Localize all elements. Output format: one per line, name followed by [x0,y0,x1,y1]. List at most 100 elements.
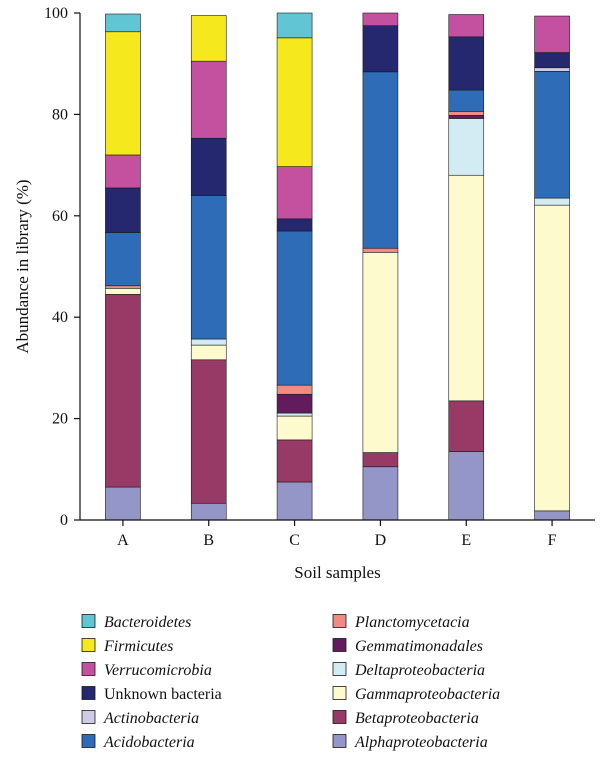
bar-segment [448,400,485,452]
bars-layer [105,12,570,521]
bar-segment [276,384,313,395]
bar-segment [534,197,570,206]
legend-item: Gemmatimonadales [332,638,483,655]
legend-item: Gammaproteobacteria [332,686,500,703]
y-tick-label: 100 [44,5,68,22]
bar-segment [105,232,141,287]
bar-segment [105,294,141,488]
bar-segment [448,89,485,112]
bar-segment [105,486,141,521]
bar-segment [448,14,485,38]
bar-segment [448,451,485,521]
legend-label: Planctomycetacia [354,614,470,631]
bar-segment [534,67,570,72]
legend-swatch [332,662,347,676]
legend-label: Gammaproteobacteria [355,686,500,703]
legend-item: Unknown bacteria [81,686,222,703]
legend-swatch [81,686,96,700]
bar-segment [534,510,570,521]
legend-item: Planctomycetacia [332,614,470,631]
legend-item: Actinobacteria [81,710,199,727]
legend-swatch [81,662,96,676]
legend-swatch [81,638,96,652]
bar-segment [190,338,227,346]
legend-label: Actinobacteria [103,710,199,727]
y-ticks: 0 20 40 60 80 100 [44,5,80,529]
y-tick-label: 80 [52,106,68,123]
x-axis-label: Soil samples [294,563,380,582]
y-tick-label: 20 [52,411,68,428]
legend-item: Acidobacteria [81,734,195,751]
x-tick-label: D [375,532,387,549]
bar-segment [362,25,399,73]
bar-segment [276,37,313,167]
x-tick-label: A [117,532,129,549]
legend-swatch [332,710,347,724]
legend-item: Bacteroidetes [81,614,191,631]
legend-item: Alphaproteobacteria [332,734,488,751]
legend-swatch [81,710,96,724]
bar-segment [190,137,227,196]
legend-label: Betaproteobacteria [355,710,479,727]
bar-segment [534,204,570,512]
legend-label: Acidobacteria [103,734,195,751]
bar-segment [448,36,485,91]
bar-segment [362,247,399,253]
legend-swatch [332,734,347,748]
bar-segment [362,12,399,26]
legend-swatch [81,734,96,748]
bar-segment [276,481,313,521]
bar-segment [190,60,227,139]
y-axis-label: Abundance in library (%) [13,179,32,353]
bar-segment [276,12,313,39]
legend-swatch [81,614,96,628]
bar-segment [105,154,141,189]
x-tick-label: E [461,532,471,549]
x-ticks: A B C D E F [117,520,557,549]
bar-segment [105,285,141,289]
legend-item: Deltaproteobacteria [332,662,485,679]
legend: Bacteroidetes Firmicutes Verrucomicrobia Un… [81,614,500,751]
bar-segment [276,415,313,441]
y-tick-label: 40 [52,309,68,326]
legend-label: Unknown bacteria [104,686,222,703]
bar-segment [448,115,485,119]
y-tick-label: 60 [52,208,68,225]
x-tick-label: B [203,532,214,549]
bar-segment [362,71,399,249]
legend-label: Firmicutes [103,638,173,655]
legend-label: Alphaproteobacteria [354,734,488,751]
legend-item: Verrucomicrobia [81,662,212,679]
legend-item: Betaproteobacteria [332,710,479,727]
bar-segment [190,344,227,361]
bar-segment [534,15,570,53]
bar-segment [276,412,313,417]
legend-swatch [332,614,347,628]
bar-segment [190,359,227,504]
bar-segment [105,288,141,295]
bar-segment [105,31,141,156]
bar-segment [276,166,313,220]
bar-segment [276,393,313,414]
legend-label: Gemmatimonadales [355,638,483,655]
bar-segment [362,252,399,453]
bar-segment [190,195,227,340]
bar-segment [362,452,399,468]
legend-swatch [332,638,347,652]
bar-segment [105,187,141,233]
y-tick-label: 0 [60,512,68,529]
bar-segment [448,111,485,116]
x-tick-label: F [548,532,557,549]
bar-segment [534,52,570,69]
legend-swatch [332,686,347,700]
bar-segment [105,13,141,33]
bar-segment [276,439,313,483]
bar-segment [362,466,399,521]
x-tick-label: C [289,532,300,549]
legend-item: Firmicutes [81,638,173,655]
bar-segment [448,118,485,176]
legend-label: Bacteroidetes [104,614,191,631]
legend-label: Verrucomicrobia [104,662,212,679]
bar-segment [276,230,313,386]
